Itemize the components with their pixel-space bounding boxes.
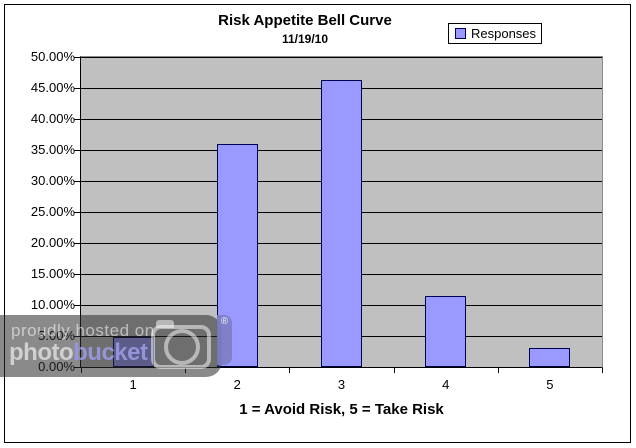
x-category-label: 1 xyxy=(129,377,137,392)
y-axis-tick xyxy=(74,88,80,89)
x-axis-tick xyxy=(393,368,395,373)
y-axis-label: 15.00% xyxy=(30,266,75,281)
x-category-label: 4 xyxy=(442,377,450,392)
x-category-label: 3 xyxy=(337,377,346,392)
bar-category-5 xyxy=(529,348,571,367)
camera-flash-bump xyxy=(156,320,174,328)
y-axis-label: 25.00% xyxy=(30,204,75,219)
y-axis-tick xyxy=(74,150,80,151)
watermark-brand-bucket: bucket xyxy=(73,339,148,366)
y-axis-tick xyxy=(74,212,80,213)
y-axis-label: 50.00% xyxy=(30,49,75,64)
camera-body xyxy=(151,325,211,369)
y-axis-tick xyxy=(74,305,80,306)
watermark-tagline: proudly hosted on xyxy=(11,321,155,340)
x-axis-title: 1 = Avoid Risk, 5 = Take Risk xyxy=(239,401,444,418)
y-axis-label: 40.00% xyxy=(30,111,75,126)
photobucket-watermark: proudly hosted on photobucket ® xyxy=(0,315,232,377)
chart-title: Risk Appetite Bell Curve xyxy=(218,12,392,29)
legend-label: Responses xyxy=(471,26,537,41)
watermark-brand-photo: photo xyxy=(9,339,74,366)
legend: Responses xyxy=(448,23,542,44)
watermark-brand: photobucket xyxy=(9,339,148,367)
registered-icon: ® xyxy=(220,316,229,327)
x-axis-tick xyxy=(602,368,603,373)
y-axis-label: 45.00% xyxy=(30,80,75,95)
x-axis-tick xyxy=(497,368,499,373)
y-axis-tick xyxy=(74,57,80,58)
y-axis-tick xyxy=(74,181,80,182)
chart-subtitle: 11/19/10 xyxy=(281,32,329,46)
registered-tab: ® xyxy=(217,315,232,365)
y-axis-label: 10.00% xyxy=(30,297,75,312)
gridline xyxy=(81,57,602,58)
camera-lens xyxy=(164,329,200,365)
y-axis-tick xyxy=(74,274,80,275)
y-axis-label: 20.00% xyxy=(30,235,75,250)
x-axis-tick xyxy=(289,368,291,373)
camera-icon xyxy=(151,320,215,372)
x-category-label: 5 xyxy=(546,377,554,392)
bar-category-4 xyxy=(425,296,467,367)
y-axis-label: 30.00% xyxy=(30,173,75,188)
x-category-label: 2 xyxy=(233,377,241,392)
y-axis-tick xyxy=(74,243,80,244)
bar-category-3 xyxy=(321,79,362,367)
y-axis-tick xyxy=(74,119,80,120)
y-axis-label: 35.00% xyxy=(30,142,75,157)
legend-swatch xyxy=(455,28,466,39)
